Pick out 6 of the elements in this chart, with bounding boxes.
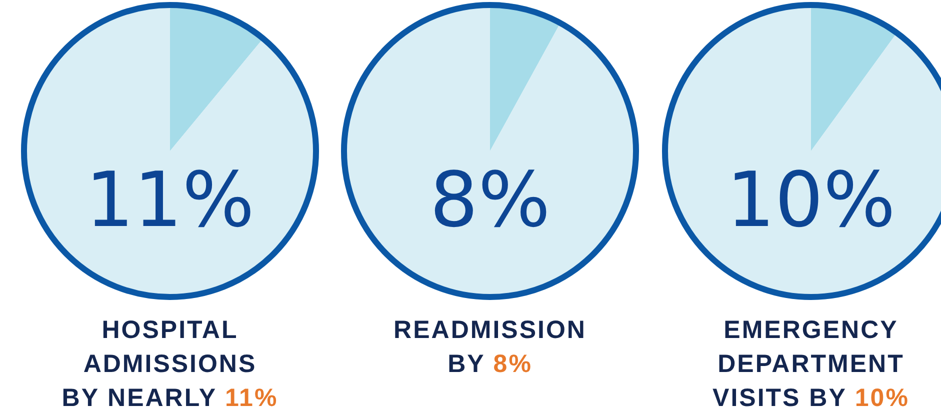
- text: READMISSION BY 8%: [394, 316, 586, 378]
- text: 8%: [430, 154, 550, 244]
- text: 11%: [86, 154, 254, 244]
- text: 10%: [726, 154, 896, 244]
- text: EMERGENCY DEPARTMENT VISITS BY 10%: [712, 316, 910, 412]
- text: HOSPITAL ADMISSIONS BY NEARLY 11%: [62, 316, 278, 412]
